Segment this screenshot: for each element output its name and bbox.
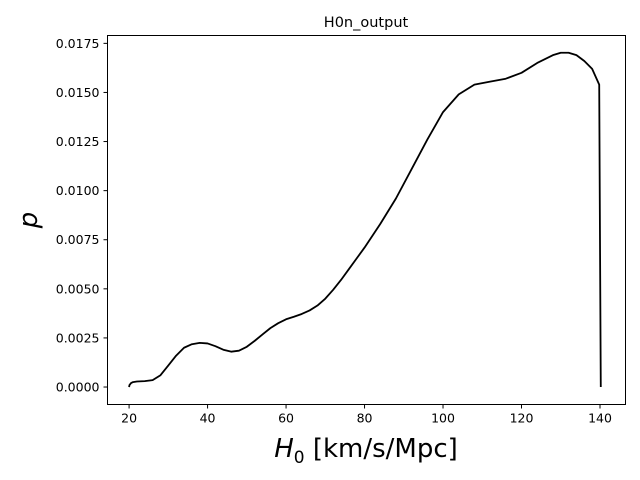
x-tick-label: 100 [431,411,455,426]
x-tick-label: 40 [200,411,216,426]
axes-frame [107,35,626,405]
x-axis: 20 40 60 80 100 120 140 [121,404,612,426]
x-tick-label: 140 [588,411,612,426]
plot-area [107,35,626,405]
y-tick-label: 0.0150 [56,85,100,100]
x-tick-label: 20 [121,411,137,426]
x-axis-label: H0 [km/s/Mpc] [274,434,458,468]
y-tick-label: 0.0025 [56,330,100,345]
y-axis: 0.0000 0.0025 0.0050 0.0075 0.0100 0.0125 0.01… [56,36,108,395]
y-tick-label: 0.0175 [56,36,100,51]
x-tick-label: 60 [278,411,294,426]
y-tick-label: 0.0000 [56,380,100,395]
x-axis-label-symbol: H [274,434,294,464]
y-axis-label: p [14,212,44,230]
x-tick-label: 120 [510,411,534,426]
series-line [128,51,602,388]
x-axis-label-subscript: 0 [294,448,305,468]
chart-title: H0n_output [324,15,409,31]
x-axis-label-units: [km/s/Mpc] [305,434,458,464]
x-tick-label: 80 [357,411,373,426]
y-tick-label: 0.0075 [56,232,100,247]
y-tick-label: 0.0100 [56,183,100,198]
y-tick-label: 0.0125 [56,134,100,149]
y-tick-label: 0.0050 [56,281,100,296]
